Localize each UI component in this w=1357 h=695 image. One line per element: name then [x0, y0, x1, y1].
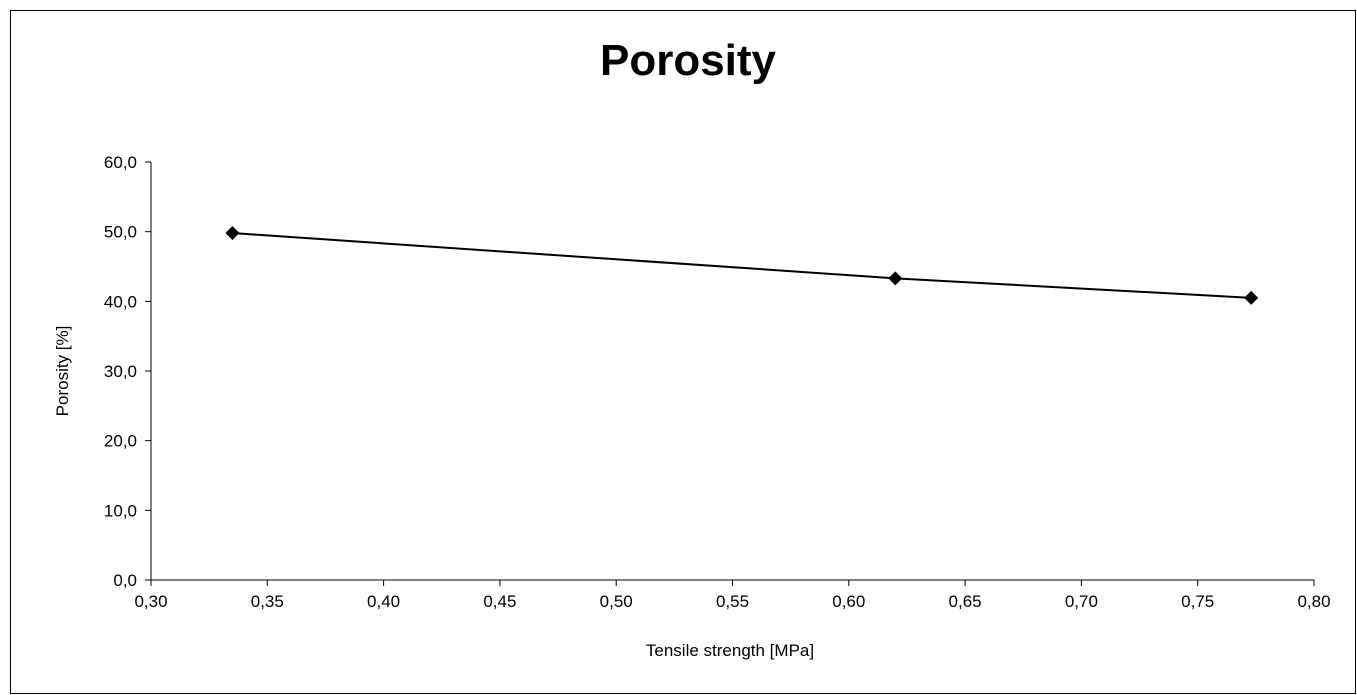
y-tick-label: 40,0 — [104, 292, 137, 311]
data-point-marker — [888, 271, 903, 286]
y-ticks: 0,0 10,0 20,0 30,0 40,0 50,0 60,0 — [104, 153, 151, 590]
data-point-marker — [225, 226, 240, 241]
y-tick-label: 10,0 — [104, 501, 137, 520]
axes — [150, 162, 1314, 581]
x-tick-label: 0,35 — [251, 592, 284, 611]
x-tick-label: 0,45 — [483, 592, 516, 611]
x-tick-label: 0,30 — [134, 592, 167, 611]
y-tick-label: 20,0 — [104, 432, 137, 451]
x-tick-label: 0,75 — [1181, 592, 1214, 611]
y-axis-label: Porosity [%] — [53, 326, 72, 417]
y-tick-label: 0,0 — [113, 571, 137, 590]
y-tick-label: 60,0 — [104, 153, 137, 172]
x-tick-label: 0,40 — [367, 592, 400, 611]
x-tick-label: 0,80 — [1297, 592, 1330, 611]
x-tick-label: 0,70 — [1065, 592, 1098, 611]
x-tick-label: 0,60 — [832, 592, 865, 611]
y-tick-label: 30,0 — [104, 362, 137, 381]
x-ticks: 0,30 0,35 0,40 0,45 0,50 0,55 0,60 0,65 0,70 0,75… — [134, 580, 1331, 611]
x-tick-label: 0,65 — [949, 592, 982, 611]
series-line — [232, 232, 1252, 299]
chart-title: Porosity — [600, 36, 777, 85]
data-point-marker — [1244, 290, 1259, 305]
x-tick-label: 0,55 — [716, 592, 749, 611]
series-group — [225, 226, 1259, 305]
y-tick-label: 50,0 — [104, 223, 137, 242]
x-axis-label: Tensile strength [MPa] — [646, 641, 814, 660]
x-tick-label: 0,50 — [600, 592, 633, 611]
